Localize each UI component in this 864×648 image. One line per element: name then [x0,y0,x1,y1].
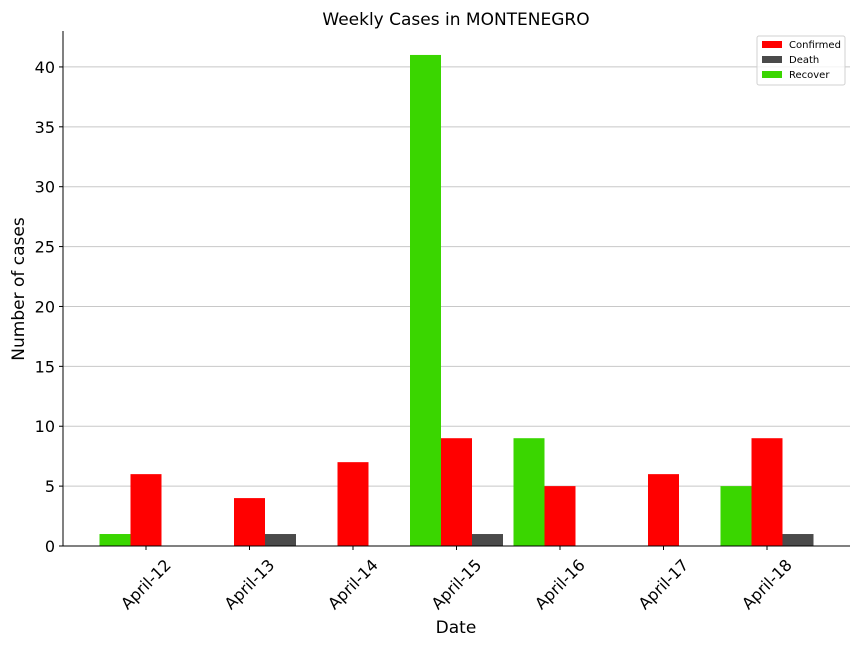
y-tick-label: 10 [35,417,55,436]
x-tick-label: April-17 [635,555,693,613]
x-tick-label: April-18 [738,555,796,613]
bar-confirmed-april-14 [337,462,369,546]
bar-recover-april-12 [99,534,131,546]
y-axis-title: Number of cases [9,217,29,361]
bar-confirmed-april-15 [441,438,472,546]
y-ticks: 0 5 10 15 20 25 30 35 40 [35,58,63,556]
bar-death-april-18 [782,534,814,546]
x-tick-label: April-12 [117,555,175,613]
bar-confirmed-april-17 [648,474,679,546]
y-tick-label: 25 [35,238,55,257]
legend-label-recover: Recover [789,70,830,81]
bars [99,54,814,546]
x-axis-title: Date [436,618,477,638]
legend-label-death: Death [789,55,819,66]
x-tick-label: April-14 [324,555,382,613]
bar-confirmed-april-16 [544,486,576,546]
y-tick-label: 15 [35,357,55,376]
bar-recover-april-16 [513,438,545,546]
legend: Confirmed Death Recover [756,35,846,86]
gridlines [63,66,850,487]
x-tick-label: April-13 [221,555,279,613]
bar-recover-april-18 [720,486,752,546]
x-tick-label: April-16 [531,555,589,613]
y-tick-label: 20 [35,297,55,316]
y-tick-label: 5 [45,477,55,496]
legend-swatch-recover [762,71,782,78]
x-ticks: April-12 April-13 April-14 April-15 April-16… [117,546,796,613]
bar-confirmed-april-12 [130,474,162,546]
x-tick-label: April-15 [428,555,486,613]
y-tick-label: 40 [35,58,55,77]
chart-title: Weekly Cases in MONTENEGRO [322,10,589,30]
bar-recover-april-15 [410,54,441,546]
bar-death-april-15 [472,534,503,546]
legend-label-confirmed: Confirmed [789,40,841,51]
bar-death-april-13 [265,534,296,546]
legend-swatch-confirmed [762,41,782,48]
bar-confirmed-april-18 [751,438,783,546]
legend-swatch-death [762,56,782,63]
y-tick-label: 0 [45,537,55,556]
bar-confirmed-april-13 [234,498,265,546]
y-tick-label: 30 [35,178,55,197]
y-tick-label: 35 [35,118,55,137]
